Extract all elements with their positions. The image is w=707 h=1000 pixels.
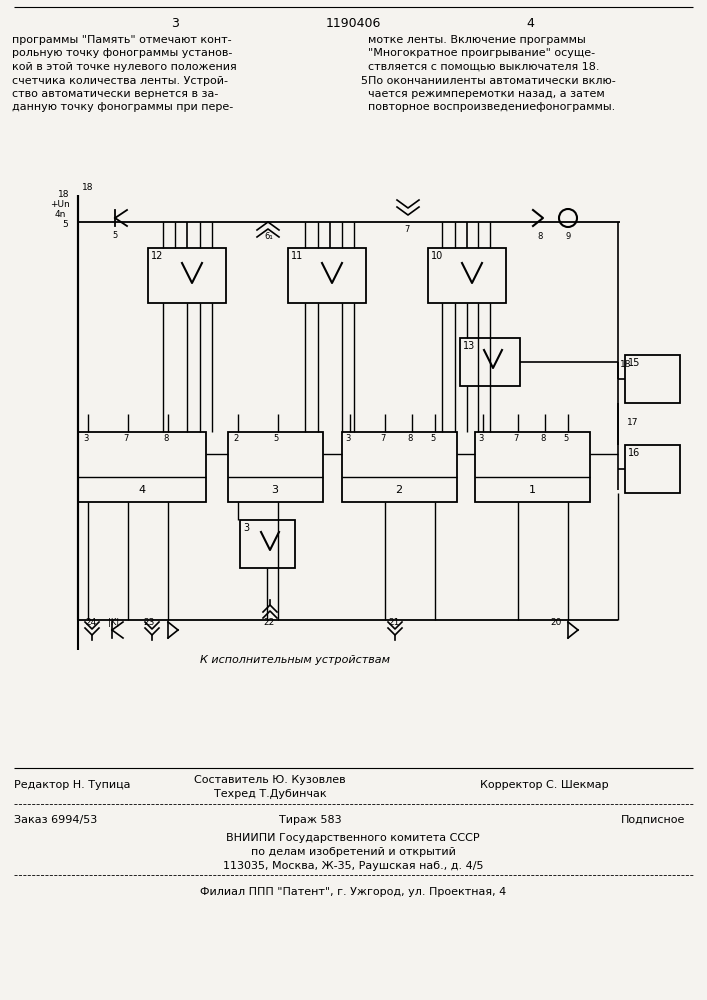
- Text: 4n: 4n: [55, 210, 66, 219]
- Text: 13: 13: [463, 341, 475, 351]
- Text: Филиал ППП "Патент", г. Ужгород, ул. Проектная, 4: Филиал ППП "Патент", г. Ужгород, ул. Про…: [200, 887, 506, 897]
- Text: 9: 9: [566, 232, 571, 241]
- Text: Редактор Н. Тупица: Редактор Н. Тупица: [14, 780, 131, 790]
- Bar: [428, 248, 506, 303]
- Text: программы "Память" отмечают конт-: программы "Память" отмечают конт-: [12, 35, 232, 45]
- Text: 5: 5: [112, 231, 117, 240]
- Text: 17: 17: [627, 418, 638, 427]
- Text: 12: 12: [151, 251, 163, 261]
- Text: Заказ 6994/53: Заказ 6994/53: [14, 815, 98, 825]
- Text: 7: 7: [380, 434, 385, 443]
- Text: К исполнительным устройствам: К исполнительным устройствам: [200, 655, 390, 665]
- Text: счетчика количества ленты. Устрой-: счетчика количества ленты. Устрой-: [12, 76, 228, 86]
- Text: 5: 5: [430, 434, 436, 443]
- Text: ВНИИПИ Государственного комитета СССР: ВНИИПИ Государственного комитета СССР: [226, 833, 480, 843]
- Text: ство автоматически вернется в за-: ство автоматически вернется в за-: [12, 89, 218, 99]
- Bar: [625, 445, 680, 493]
- Text: По окончанииленты автоматически вклю-: По окончанииленты автоматически вклю-: [368, 76, 616, 86]
- Text: 3: 3: [345, 434, 351, 443]
- Text: кой в этой точке нулевого положения: кой в этой точке нулевого положения: [12, 62, 237, 72]
- Text: 18: 18: [82, 183, 93, 192]
- Text: 1190406: 1190406: [325, 17, 380, 30]
- Text: 22: 22: [263, 618, 274, 627]
- Text: мотке ленты. Включение программы: мотке ленты. Включение программы: [368, 35, 586, 45]
- Text: рольную точку фонограммы установ-: рольную точку фонограммы установ-: [12, 48, 233, 58]
- Text: Техред Т.Дубинчак: Техред Т.Дубинчак: [214, 789, 327, 799]
- Text: 8: 8: [540, 434, 545, 443]
- Bar: [625, 355, 680, 403]
- Text: 8: 8: [537, 232, 542, 241]
- Text: 5: 5: [273, 434, 279, 443]
- Bar: [342, 432, 457, 502]
- Bar: [240, 520, 295, 568]
- Text: чается режимперемотки назад, а затем: чается режимперемотки назад, а затем: [368, 89, 604, 99]
- Text: повторное воспроизведениефонограммы.: повторное воспроизведениефонограммы.: [368, 103, 615, 112]
- Text: ствляется с помощью выключателя 18.: ствляется с помощью выключателя 18.: [368, 62, 600, 72]
- Bar: [475, 432, 590, 502]
- Text: 3: 3: [83, 434, 88, 443]
- Text: 5: 5: [62, 220, 68, 229]
- Text: Подписное: Подписное: [621, 815, 685, 825]
- Text: Составитель Ю. Кузовлев: Составитель Ю. Кузовлев: [194, 775, 346, 785]
- Text: Тираж 583: Тираж 583: [279, 815, 341, 825]
- Bar: [460, 338, 520, 386]
- Text: 5: 5: [360, 76, 367, 86]
- Text: 24: 24: [85, 618, 96, 627]
- Bar: [228, 432, 323, 502]
- Text: 2: 2: [233, 434, 238, 443]
- Bar: [78, 432, 206, 502]
- Text: +Un: +Un: [50, 200, 70, 209]
- Text: Корректор С. Шекмар: Корректор С. Шекмар: [480, 780, 609, 790]
- Text: 11: 11: [291, 251, 303, 261]
- Text: 7: 7: [123, 434, 129, 443]
- Text: данную точку фонограммы при пере-: данную точку фонограммы при пере-: [12, 103, 233, 112]
- Text: 18: 18: [58, 190, 69, 199]
- Text: 6₁: 6₁: [264, 232, 273, 241]
- Text: 23: 23: [143, 618, 154, 627]
- Text: 1: 1: [529, 485, 535, 495]
- Text: 18: 18: [620, 360, 631, 369]
- Text: 7: 7: [404, 225, 409, 234]
- Text: 15: 15: [628, 358, 641, 368]
- Text: 16: 16: [628, 448, 641, 458]
- Text: 21: 21: [388, 618, 399, 627]
- Bar: [148, 248, 226, 303]
- Text: 3: 3: [171, 17, 179, 30]
- Text: 3: 3: [478, 434, 484, 443]
- Text: 8: 8: [407, 434, 412, 443]
- Text: 4: 4: [139, 485, 146, 495]
- Text: 3: 3: [271, 485, 279, 495]
- Text: по делам изобретений и открытий: по делам изобретений и открытий: [250, 847, 455, 857]
- Text: 8: 8: [163, 434, 168, 443]
- Text: 4: 4: [526, 17, 534, 30]
- Text: |K|: |K|: [108, 618, 119, 627]
- Text: 2: 2: [395, 485, 402, 495]
- Text: 10: 10: [431, 251, 443, 261]
- Text: 5: 5: [563, 434, 568, 443]
- Text: 3: 3: [243, 523, 249, 533]
- Text: 113035, Москва, Ж-35, Раушская наб., д. 4/5: 113035, Москва, Ж-35, Раушская наб., д. …: [223, 861, 484, 871]
- Text: 7: 7: [513, 434, 518, 443]
- Text: "Многократное проигрывание" осуще-: "Многократное проигрывание" осуще-: [368, 48, 595, 58]
- Bar: [288, 248, 366, 303]
- Text: 20: 20: [550, 618, 561, 627]
